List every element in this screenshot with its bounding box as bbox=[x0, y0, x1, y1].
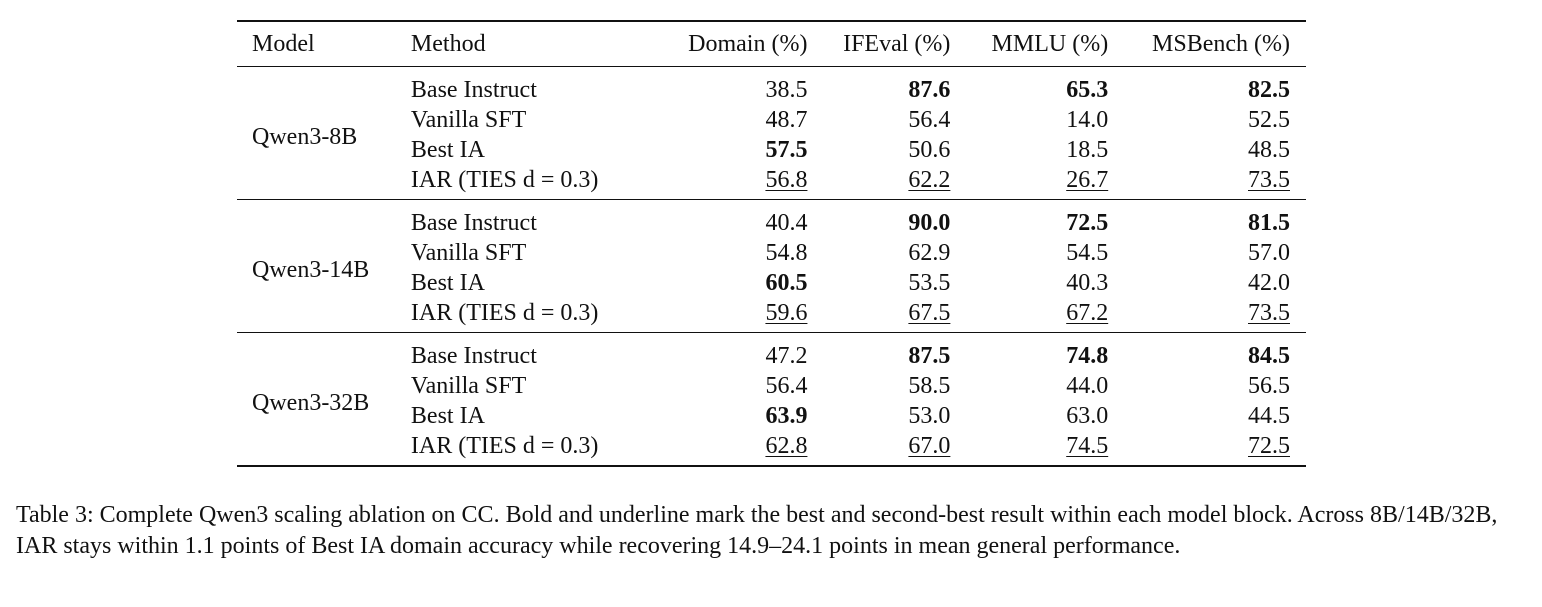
method-cell: Base Instruct bbox=[410, 210, 537, 236]
ifeval-cell: 67.5 bbox=[908, 300, 951, 326]
method-cell: IAR (TIES d = 0.3) bbox=[410, 167, 599, 193]
method-cell: Best IA bbox=[410, 270, 485, 296]
model-name: Qwen3-32B bbox=[252, 390, 370, 416]
ifeval-cell: 50.6 bbox=[908, 137, 951, 163]
mmlu-cell: 72.5 bbox=[1066, 210, 1109, 236]
msbench-cell: 52.5 bbox=[1248, 107, 1290, 133]
table-header-row: Model Method Domain (%) IFEval (%) MMLU … bbox=[237, 21, 1306, 67]
method-cell: Vanilla SFT bbox=[410, 240, 527, 266]
ifeval-cell: 62.2 bbox=[908, 167, 951, 193]
msbench-cell: 42.0 bbox=[1248, 270, 1290, 296]
domain-cell: 59.6 bbox=[765, 300, 808, 326]
mmlu-cell: 74.5 bbox=[1066, 433, 1109, 459]
domain-cell: 63.9 bbox=[765, 403, 808, 429]
table-row: IAR (TIES d = 0.3) 62.8 67.0 74.5 72.5 bbox=[237, 431, 1306, 466]
mmlu-cell: 14.0 bbox=[1066, 107, 1109, 133]
mmlu-cell: 63.0 bbox=[1066, 403, 1109, 429]
table-row: Qwen3-8B Base Instruct 38.5 87.6 65.3 82… bbox=[237, 67, 1306, 150]
mmlu-cell: 44.0 bbox=[1066, 373, 1109, 399]
results-table: Model Method Domain (%) IFEval (%) MMLU … bbox=[237, 20, 1306, 467]
method-cell: IAR (TIES d = 0.3) bbox=[410, 433, 599, 459]
ifeval-cell: 87.6 bbox=[908, 77, 951, 103]
mmlu-cell: 54.5 bbox=[1066, 240, 1109, 266]
model-name: Qwen3-14B bbox=[252, 257, 370, 283]
table-row: Qwen3-14B Base Instruct 40.4 90.0 72.5 8… bbox=[237, 200, 1306, 283]
msbench-cell: 72.5 bbox=[1248, 433, 1290, 459]
ifeval-cell: 53.0 bbox=[908, 403, 951, 429]
header-ifeval: IFEval (%) bbox=[843, 31, 951, 57]
domain-cell: 56.4 bbox=[765, 373, 808, 399]
ifeval-cell: 53.5 bbox=[908, 270, 951, 296]
domain-cell: 60.5 bbox=[765, 270, 808, 296]
msbench-cell: 44.5 bbox=[1248, 403, 1290, 429]
method-cell: IAR (TIES d = 0.3) bbox=[410, 300, 599, 326]
table-row: Vanilla SFT 56.4 58.5 44.0 56.5 bbox=[237, 371, 1306, 401]
msbench-cell: 82.5 bbox=[1248, 77, 1290, 103]
domain-cell: 48.7 bbox=[765, 107, 808, 133]
ifeval-cell: 62.9 bbox=[908, 240, 951, 266]
model-block-qwen3-32b: Qwen3-32B Base Instruct 47.2 87.5 74.8 8… bbox=[237, 333, 1306, 466]
header-model: Model bbox=[252, 31, 315, 57]
msbench-cell: 81.5 bbox=[1248, 210, 1290, 236]
domain-cell: 47.2 bbox=[765, 343, 808, 369]
method-cell: Best IA bbox=[410, 403, 485, 429]
table-caption: Table 3: Complete Qwen3 scaling ablation… bbox=[16, 502, 1498, 559]
model-block-qwen3-14b: Qwen3-14B Base Instruct 40.4 90.0 72.5 8… bbox=[237, 200, 1306, 333]
msbench-cell: 48.5 bbox=[1248, 137, 1290, 163]
model-block-qwen3-8b: Qwen3-8B Base Instruct 38.5 87.6 65.3 82… bbox=[237, 67, 1306, 200]
msbench-cell: 84.5 bbox=[1248, 343, 1290, 369]
table-row: Best IA 63.9 53.0 63.0 44.5 bbox=[237, 401, 1306, 431]
domain-cell: 38.5 bbox=[765, 77, 808, 103]
header-method: Method bbox=[410, 31, 486, 57]
table-row: Qwen3-32B Base Instruct 47.2 87.5 74.8 8… bbox=[237, 333, 1306, 416]
msbench-cell: 73.5 bbox=[1248, 300, 1290, 326]
results-table-container: Model Method Domain (%) IFEval (%) MMLU … bbox=[237, 20, 1306, 467]
header-mmlu: MMLU (%) bbox=[991, 31, 1109, 57]
mmlu-cell: 74.8 bbox=[1066, 343, 1109, 369]
method-cell: Best IA bbox=[410, 137, 485, 163]
mmlu-cell: 65.3 bbox=[1066, 77, 1109, 103]
domain-cell: 56.8 bbox=[765, 167, 808, 193]
method-cell: Base Instruct bbox=[410, 77, 537, 103]
domain-cell: 62.8 bbox=[765, 433, 808, 459]
mmlu-cell: 40.3 bbox=[1066, 270, 1109, 296]
domain-cell: 40.4 bbox=[765, 210, 808, 236]
ifeval-cell: 58.5 bbox=[908, 373, 951, 399]
ifeval-cell: 56.4 bbox=[908, 107, 951, 133]
msbench-cell: 57.0 bbox=[1248, 240, 1290, 266]
mmlu-cell: 26.7 bbox=[1066, 167, 1109, 193]
table-row: Best IA 57.5 50.6 18.5 48.5 bbox=[237, 135, 1306, 165]
mmlu-cell: 18.5 bbox=[1066, 137, 1109, 163]
method-cell: Base Instruct bbox=[410, 343, 537, 369]
table-row: IAR (TIES d = 0.3) 56.8 62.2 26.7 73.5 bbox=[237, 165, 1306, 200]
table-row: Vanilla SFT 54.8 62.9 54.5 57.0 bbox=[237, 238, 1306, 268]
model-name: Qwen3-8B bbox=[252, 124, 358, 150]
ifeval-cell: 90.0 bbox=[908, 210, 951, 236]
msbench-cell: 56.5 bbox=[1248, 373, 1290, 399]
method-cell: Vanilla SFT bbox=[410, 107, 527, 133]
header-domain: Domain (%) bbox=[688, 31, 808, 57]
ifeval-cell: 87.5 bbox=[908, 343, 951, 369]
table-row: IAR (TIES d = 0.3) 59.6 67.5 67.2 73.5 bbox=[237, 298, 1306, 333]
method-cell: Vanilla SFT bbox=[410, 373, 527, 399]
msbench-cell: 73.5 bbox=[1248, 167, 1290, 193]
table-row: Vanilla SFT 48.7 56.4 14.0 52.5 bbox=[237, 105, 1306, 135]
domain-cell: 54.8 bbox=[765, 240, 808, 266]
mmlu-cell: 67.2 bbox=[1066, 300, 1109, 326]
table-row: Best IA 60.5 53.5 40.3 42.0 bbox=[237, 268, 1306, 298]
ifeval-cell: 67.0 bbox=[908, 433, 951, 459]
domain-cell: 57.5 bbox=[765, 137, 808, 163]
header-msbench: MSBench (%) bbox=[1152, 31, 1290, 57]
